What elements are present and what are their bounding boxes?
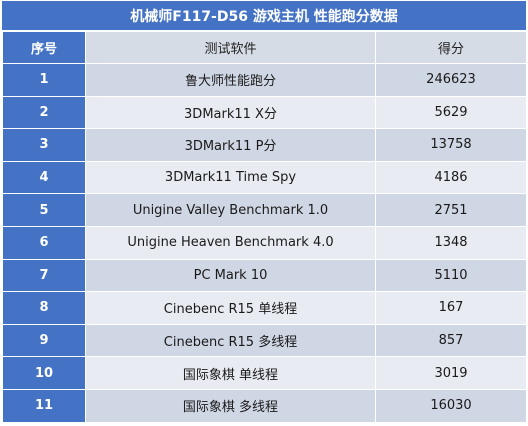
row-index: 7 [2,258,86,293]
row-index: 2 [2,95,86,130]
row-software: PC Mark 10 [85,258,376,293]
row-score: 4186 [375,160,527,195]
row-score: 167 [375,291,527,325]
row-score: 246623 [375,63,527,97]
row-software: 国际象棋 单线程 [85,356,376,390]
row-index: 10 [2,356,86,390]
row-score: 13758 [375,128,527,162]
row-index: 4 [2,160,86,195]
table-title: 机械师F117-D56 游戏主机 性能跑分数据 [2,1,526,31]
row-index: 1 [2,63,86,97]
table-row: 7 PC Mark 10 5110 [2,258,527,293]
row-software: 国际象棋 多线程 [85,388,376,423]
table-row: 4 3DMark11 Time Spy 4186 [2,160,527,195]
row-index: 3 [2,128,86,162]
table-row: 2 3DMark11 X分 5629 [2,95,527,130]
row-index: 8 [2,291,86,325]
row-software: 鲁大师性能跑分 [85,63,376,97]
table-row: 6 Unigine Heaven Benchmark 4.0 1348 [2,225,527,260]
row-score: 5110 [375,258,527,293]
table-row: 11 国际象棋 多线程 16030 [2,388,527,423]
row-score: 3019 [375,356,527,390]
row-score: 857 [375,323,527,358]
row-software: 3DMark11 P分 [85,128,376,162]
row-software: 3DMark11 X分 [85,95,376,130]
row-score: 16030 [375,388,527,423]
header-score: 得分 [375,31,527,64]
row-index: 5 [2,193,86,227]
row-software: Cinebenc R15 多线程 [85,323,376,358]
row-software: Cinebenc R15 单线程 [85,291,376,325]
table-row: 3 3DMark11 P分 13758 [2,128,527,162]
table-row: 1 鲁大师性能跑分 246623 [2,63,527,97]
table-row: 10 国际象棋 单线程 3019 [2,356,527,390]
row-score: 2751 [375,193,527,227]
header-software: 测试软件 [85,31,376,64]
row-index: 9 [2,323,86,358]
table-row: 5 Unigine Valley Benchmark 1.0 2751 [2,193,527,227]
table-row: 8 Cinebenc R15 单线程 167 [2,291,527,325]
row-software: 3DMark11 Time Spy [85,160,376,195]
benchmark-table: 序号 测试软件 得分 1 鲁大师性能跑分 246623 2 3DMark11 X… [2,31,527,423]
header-index: 序号 [2,31,86,64]
row-index: 6 [2,225,86,260]
row-index: 11 [2,388,86,423]
header-row: 序号 测试软件 得分 [2,31,527,64]
row-software: Unigine Valley Benchmark 1.0 [85,193,376,227]
table-row: 9 Cinebenc R15 多线程 857 [2,323,527,358]
row-score: 5629 [375,95,527,130]
row-software: Unigine Heaven Benchmark 4.0 [85,225,376,260]
row-score: 1348 [375,225,527,260]
